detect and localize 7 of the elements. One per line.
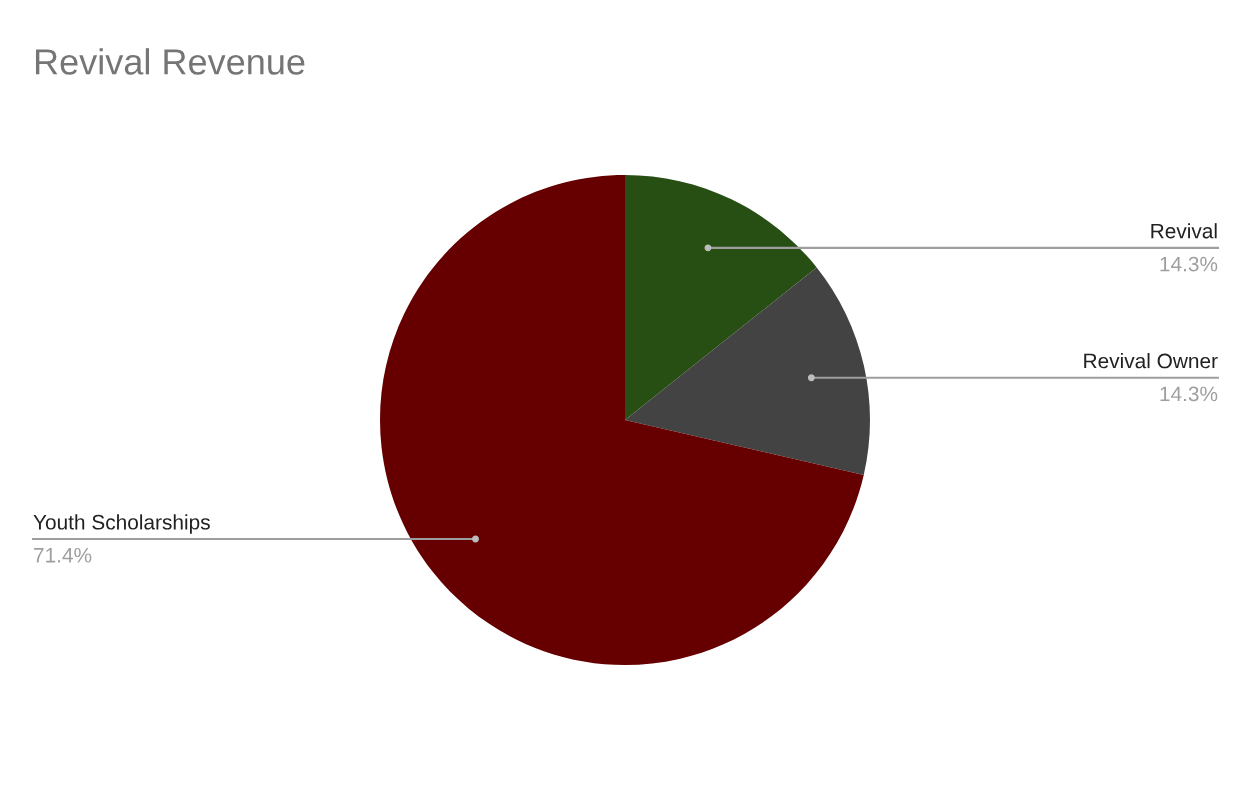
data-label: 14.3%: [1160, 256, 1218, 272]
slice-label: Youth Scholarships: [33, 514, 210, 534]
data-label: 71.4%: [34, 547, 92, 563]
chart-title: Revival Revenue: [35, 48, 305, 75]
data-label: 14.3%: [1160, 386, 1218, 402]
slice-label: Revival: [1151, 223, 1217, 239]
slice-label: Revival Owner: [1084, 353, 1218, 369]
